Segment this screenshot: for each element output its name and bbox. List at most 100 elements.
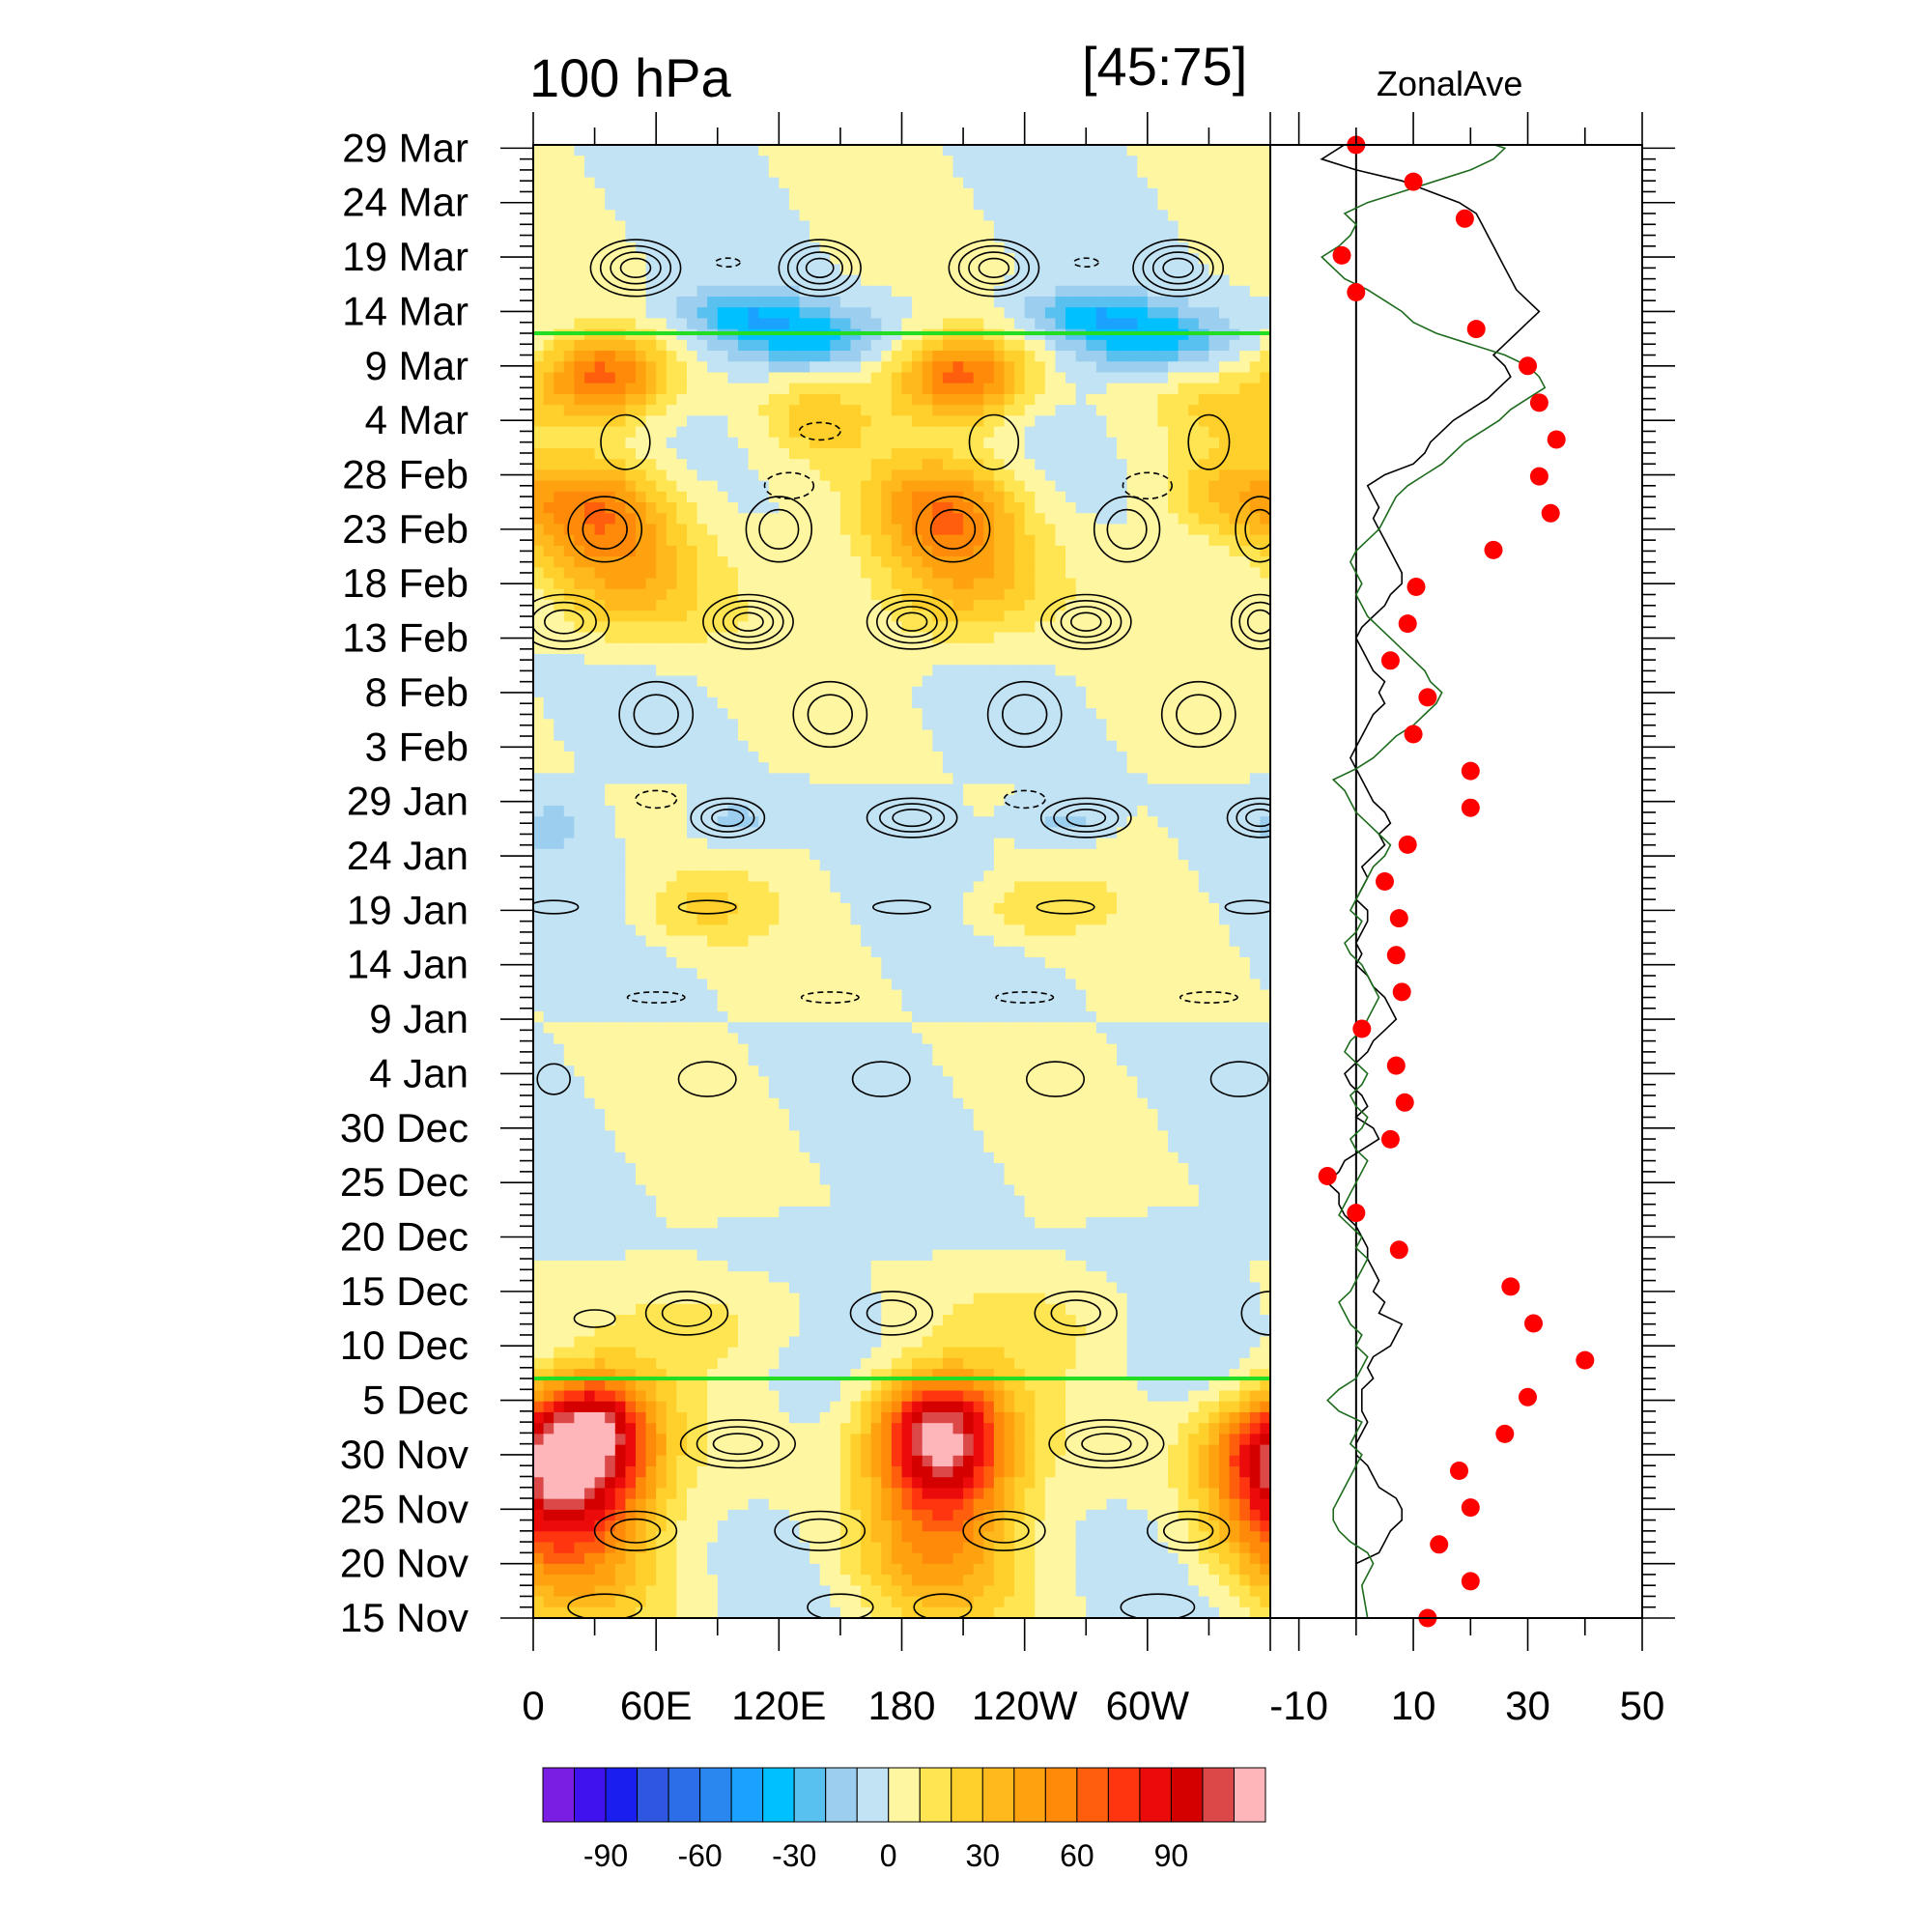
heatmap-cell [614,632,626,644]
heatmap-cell [1086,545,1097,557]
heatmap-cell [1188,751,1200,763]
heatmap-cell [788,599,801,611]
heatmap-cell [686,632,698,644]
heatmap-cell [1188,351,1200,362]
heatmap-cell [881,274,893,287]
heatmap-cell [656,773,668,785]
heatmap-cell [605,578,616,590]
heatmap-cell [1065,242,1077,254]
heatmap-cell [707,220,719,233]
heatmap-cell [758,708,770,720]
heatmap-cell [533,502,545,514]
heatmap-cell [963,210,975,222]
heatmap-cell [881,848,893,861]
heatmap-cell [533,751,545,763]
heatmap-cell [993,848,1006,861]
heatmap-cell [666,545,677,557]
heatmap-cell [788,351,801,362]
heatmap-cell [748,686,759,698]
heatmap-cell [583,740,596,753]
heatmap-cell [861,860,872,871]
heatmap-cell [748,372,759,384]
heatmap-cell [543,383,554,395]
heatmap-cell [605,740,616,753]
heatmap-cell [963,816,975,829]
heatmap-cell [922,187,933,200]
heatmap-cell [533,361,545,374]
heatmap-cell [696,491,708,503]
heatmap-cell [554,318,565,330]
heatmap-cell [973,459,984,470]
heatmap-cell [1044,285,1057,298]
heatmap-cell [870,502,882,514]
heatmap-cell [768,740,780,753]
heatmap-cell [983,751,995,763]
heatmap-cell [676,675,688,688]
heatmap-cell [645,642,657,655]
heatmap-cell [1044,675,1057,688]
heatmap-cell [912,783,923,796]
heatmap-cell [952,166,964,179]
heatmap-cell [625,469,637,482]
heatmap-cell [1147,361,1159,374]
heatmap-cell [932,524,944,536]
heatmap-cell [1055,729,1066,742]
heatmap-cell [839,794,852,807]
heatmap-cell [696,632,708,644]
heatmap-cell [830,860,841,871]
heatmap-cell [1229,654,1240,666]
heatmap-cell [912,318,923,330]
heatmap-cell [1249,740,1262,753]
heatmap-cell [891,502,903,514]
heatmap-cell [727,719,739,731]
heatmap-cell [583,177,596,189]
heatmap-cell [656,415,668,428]
heatmap-cell [737,447,750,460]
heatmap-cell [1147,599,1159,611]
heatmap-cell [635,848,647,861]
heatmap-cell [779,524,790,536]
heatmap-cell [1168,881,1179,894]
heatmap-cell [1188,611,1200,622]
heatmap-cell [891,318,903,330]
heatmap-cell [543,848,554,861]
heatmap-cell [635,762,647,774]
heatmap-cell [993,632,1006,644]
heatmap-cell [614,642,626,655]
heatmap-cell [614,578,626,590]
heatmap-cell [819,816,831,829]
heatmap-cell [799,611,810,622]
heatmap-cell [717,762,728,774]
heatmap-cell [574,719,585,731]
heatmap-cell [810,296,821,308]
heatmap-cell [973,491,984,503]
heatmap-cell [1117,351,1128,362]
heatmap-cell [727,296,739,308]
heatmap-cell [574,740,585,753]
heatmap-cell [645,578,657,590]
heatmap-cell [707,318,719,330]
heatmap-cell [737,459,750,470]
heatmap-cell [983,469,995,482]
heatmap-cell [554,459,565,470]
heatmap-cell [533,599,545,611]
heatmap-cell [788,469,801,482]
heatmap-cell [1044,719,1057,731]
heatmap-cell [635,480,647,493]
heatmap-cell [952,599,964,611]
heatmap-cell [1249,253,1262,265]
heatmap-cell [891,231,903,243]
heatmap-cell [963,426,975,439]
heatmap-cell [574,502,585,514]
heatmap-cell [983,848,995,861]
heatmap-cell [1065,480,1077,493]
heatmap-cell [932,405,944,416]
heatmap-cell [1229,285,1240,298]
heatmap-cell [779,426,790,439]
heatmap-cell [839,524,852,536]
heatmap-cell [717,339,728,352]
heatmap-cell [912,480,923,493]
heatmap-cell [768,881,780,894]
heatmap-cell [932,220,944,233]
heatmap-cell [932,783,944,796]
